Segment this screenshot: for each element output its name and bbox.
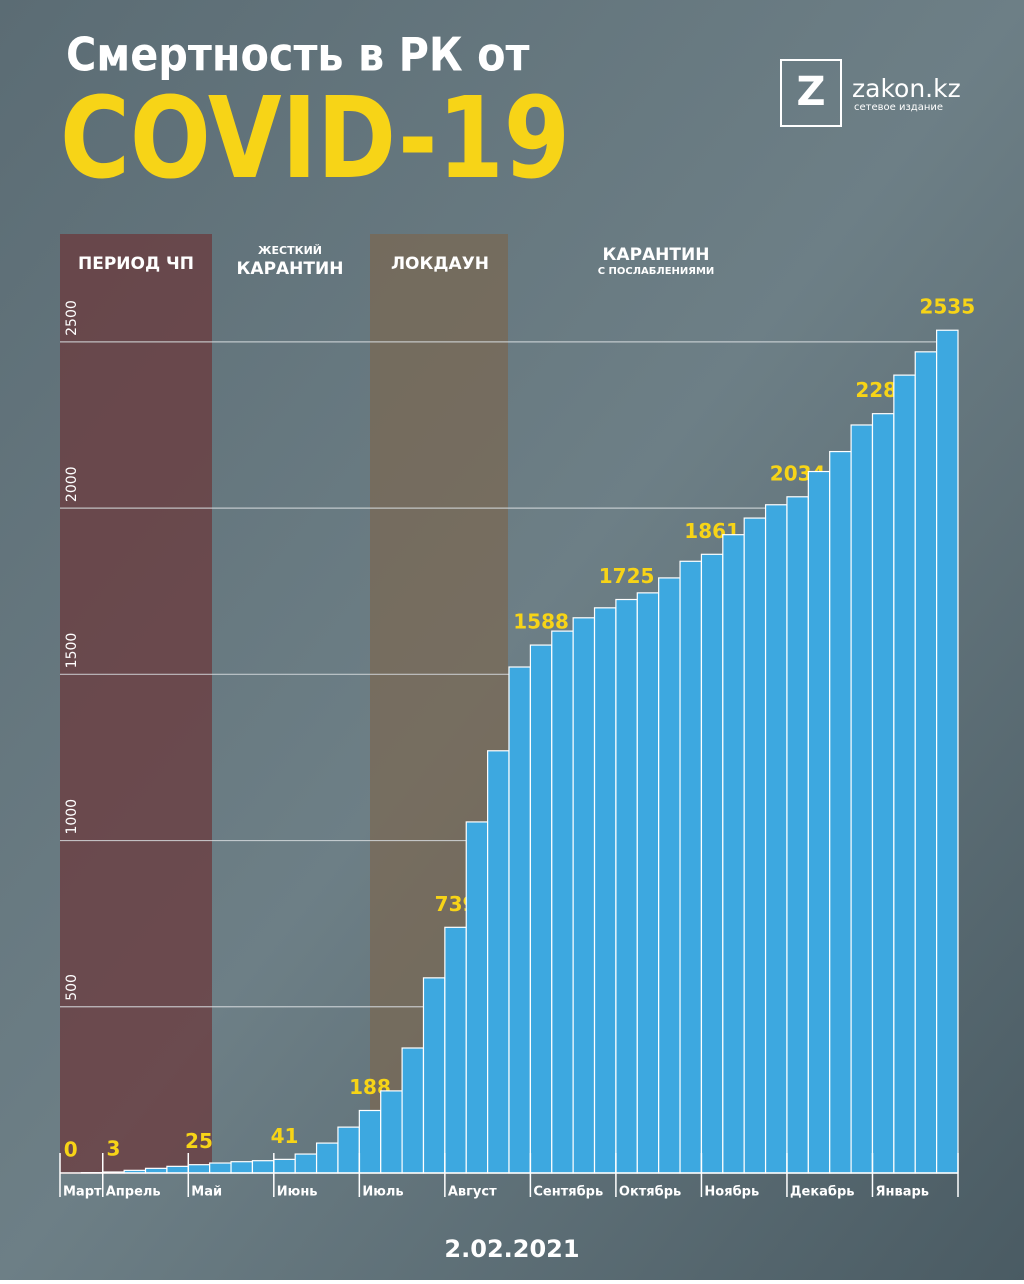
bar	[851, 425, 872, 1173]
bar	[231, 1162, 252, 1173]
bar	[381, 1091, 402, 1173]
bar	[808, 472, 829, 1173]
y-tick-label: 1000	[64, 799, 80, 835]
y-tick-label: 1500	[64, 633, 80, 669]
period-small: С ПОСЛАБЛЕНИЯМИ	[598, 266, 715, 277]
bar	[274, 1159, 295, 1173]
bar	[552, 631, 573, 1173]
bar	[167, 1166, 188, 1173]
bar	[530, 645, 551, 1173]
period-label: КАРАНТИН	[237, 259, 344, 279]
bar	[595, 608, 616, 1173]
x-tick-label: Июнь	[277, 1185, 318, 1200]
bar	[723, 535, 744, 1173]
x-tick-label: Март	[63, 1185, 102, 1200]
bar	[744, 518, 765, 1173]
title-big: COVID-19	[60, 74, 570, 204]
logo-tagline: сетевое издание	[854, 102, 943, 113]
x-tick-label: Май	[191, 1185, 222, 1200]
period-band	[60, 234, 212, 1174]
y-tick-label: 500	[64, 974, 80, 1001]
bar	[680, 561, 701, 1173]
y-tick-label: 2000	[64, 466, 80, 502]
bar	[830, 452, 851, 1173]
bar	[509, 667, 530, 1173]
x-tick-label: Ноябрь	[704, 1185, 759, 1200]
bar	[295, 1154, 316, 1173]
bar	[317, 1143, 338, 1173]
bar	[188, 1165, 209, 1173]
x-tick-label: Январь	[875, 1185, 929, 1200]
logo-name: zakon.kz	[852, 74, 961, 103]
bar	[637, 593, 658, 1173]
value-label: 0	[64, 1138, 78, 1162]
period-small: ЖЕСТКИЙ	[258, 244, 322, 257]
value-label: 1725	[599, 564, 655, 588]
value-label: 3	[106, 1137, 120, 1161]
bar	[872, 414, 893, 1173]
bar	[210, 1163, 231, 1173]
bar	[787, 497, 808, 1173]
y-tick-label: 2500	[64, 300, 80, 336]
bar	[252, 1161, 273, 1173]
value-label: 25	[185, 1129, 213, 1153]
bar	[573, 618, 594, 1173]
bar	[402, 1048, 423, 1173]
bar	[915, 352, 936, 1173]
x-tick-label: Июль	[362, 1185, 403, 1200]
value-label: 41	[271, 1124, 299, 1148]
x-tick-label: Сентябрь	[533, 1185, 603, 1200]
bar	[701, 554, 722, 1173]
x-tick-label: Декабрь	[790, 1185, 855, 1200]
x-tick-label: Октябрь	[619, 1185, 681, 1200]
period-label: КАРАНТИН	[603, 245, 710, 265]
bar	[616, 600, 637, 1173]
bar	[445, 927, 466, 1173]
date: 2.02.2021	[444, 1235, 579, 1263]
bar	[488, 751, 509, 1173]
logo-z: Z	[796, 69, 825, 115]
bar	[359, 1110, 380, 1173]
x-tick-label: Апрель	[106, 1185, 161, 1200]
bar	[937, 330, 958, 1173]
period-label: ЛОКДАУН	[391, 254, 489, 274]
bar	[894, 375, 915, 1173]
value-label: 2535	[919, 295, 975, 319]
bar	[659, 578, 680, 1173]
bar	[766, 505, 787, 1173]
value-label: 1588	[513, 610, 569, 634]
bar	[466, 822, 487, 1173]
period-label: ПЕРИОД ЧП	[78, 254, 194, 274]
bar	[338, 1127, 359, 1173]
bar	[423, 978, 444, 1173]
x-tick-label: Август	[448, 1185, 497, 1200]
